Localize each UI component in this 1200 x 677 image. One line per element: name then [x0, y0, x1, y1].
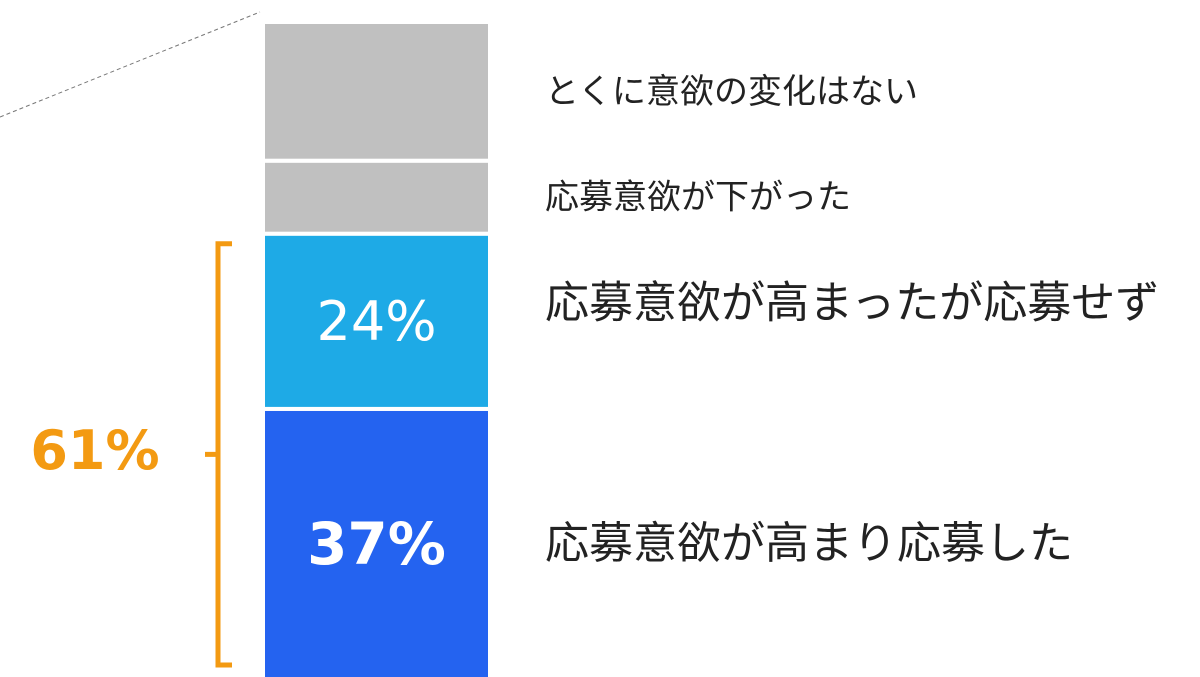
legend-label: 応募意欲が下がった — [545, 178, 851, 218]
bar-segment — [261, 406, 492, 677]
value-label: 37% — [307, 510, 446, 578]
legend-label: とくに意欲の変化はない — [545, 72, 918, 112]
value-label: 24% — [316, 290, 436, 353]
bar-segment — [261, 158, 492, 236]
legend-label: 応募意欲が高まったが応募せず — [545, 277, 1159, 328]
legend-label: 応募意欲が高まり応募した — [545, 518, 1073, 569]
annotation: 61% — [30, 419, 159, 482]
bar-segment — [261, 231, 492, 411]
zoom-line — [0, 11, 261, 118]
bar-segment — [261, 20, 492, 163]
bracket — [205, 241, 232, 668]
